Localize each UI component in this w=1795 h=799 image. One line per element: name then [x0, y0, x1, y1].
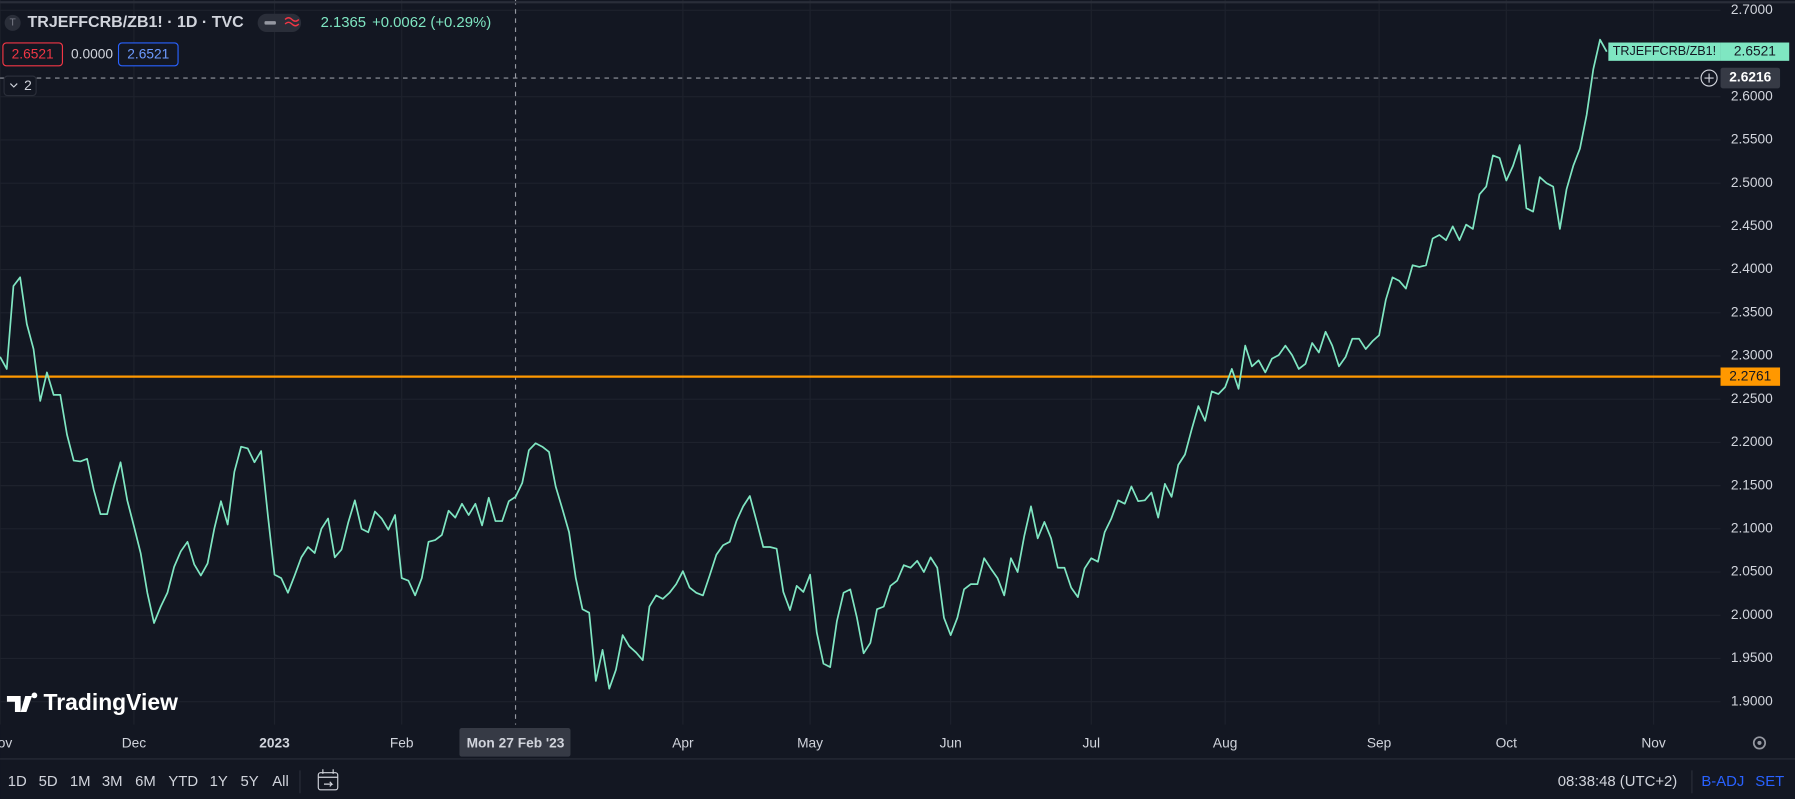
grid — [0, 0, 1721, 725]
input-value: 2.6521 — [12, 47, 54, 62]
price-line-label: 2.2761 — [1729, 368, 1771, 383]
series-line — [0, 38, 1608, 690]
x-tick-label: Aug — [1213, 736, 1237, 751]
crosshair-date-box — [459, 728, 571, 757]
range-button[interactable]: All — [272, 774, 289, 790]
range-buttons: 1D 5D 1M 3M 6M YTD 1Y 5Y All — [8, 774, 289, 790]
y-tick-label: 2.0500 — [1731, 564, 1773, 579]
input-value: 2.6521 — [127, 47, 169, 62]
x-tick-label: Jun — [940, 736, 962, 751]
y-tick-label: 2.3000 — [1731, 348, 1773, 363]
y-tick-label: 1.9000 — [1731, 693, 1773, 708]
toggle-icon — [284, 17, 300, 27]
date-range-icon[interactable] — [317, 772, 339, 791]
crosshair-date-label: Mon 27 Feb '23 — [467, 736, 565, 751]
plot — [0, 0, 1721, 725]
collapse-button[interactable] — [3, 75, 37, 97]
input-box[interactable] — [117, 42, 179, 67]
range-button[interactable]: 1Y — [210, 774, 228, 790]
price: 2.1365 — [321, 15, 367, 31]
range-button[interactable]: 6M — [135, 774, 156, 790]
series-name-tag — [1608, 42, 1721, 61]
range-button[interactable]: 1M — [70, 774, 91, 790]
x-tick-label: Feb — [390, 736, 414, 751]
series-name-label: TRJEFFCRB/ZB1! — [1613, 44, 1716, 58]
axis-settings-icon-dot — [1757, 740, 1762, 745]
y-tick-label: 2.3500 — [1731, 304, 1773, 319]
y-tick-label: 2.5000 — [1731, 175, 1773, 190]
toggle-icon — [264, 21, 276, 25]
last-price-tag — [1720, 42, 1790, 61]
x-tick-label: May — [797, 736, 823, 751]
x-tick-label: Nov — [1641, 736, 1666, 751]
range-button[interactable]: YTD — [168, 774, 198, 790]
axis-settings-icon[interactable] — [1752, 736, 1767, 750]
add-alert-icon — [1704, 73, 1714, 83]
y-tick-label: 2.1500 — [1731, 477, 1773, 492]
y-tick-label: 2.2000 — [1731, 434, 1773, 449]
price-change: +0.0062 (+0.29%) — [372, 15, 491, 31]
y-tick-label: 2.0000 — [1731, 607, 1773, 622]
y-tick-label: 2.7000 — [1731, 2, 1773, 17]
x-tick-label: Oct — [1496, 736, 1518, 751]
x-tick-label: Dec — [122, 736, 147, 751]
brand-icon — [6, 692, 38, 713]
last-price-label: 2.6521 — [1734, 43, 1776, 58]
range-button[interactable]: 1D — [8, 774, 27, 790]
settings-button[interactable]: SET — [1755, 774, 1784, 790]
x-tick-label: 2023 — [259, 736, 290, 751]
y-tick-label: 2.6000 — [1731, 88, 1773, 103]
x-tick-label: Nov — [0, 736, 12, 751]
input-value: 0.0000 — [71, 47, 113, 62]
clock: 08:38:48 (UTC+2) — [1558, 774, 1678, 790]
input-box[interactable] — [2, 42, 64, 67]
y-tick-label: 2.4500 — [1731, 218, 1773, 233]
symbol-title[interactable]: TRJEFFCRB/ZB1! · 1D · TVC — [28, 13, 245, 31]
date-range-icon-detail — [318, 769, 338, 787]
range-button[interactable]: 5D — [39, 774, 58, 790]
chevron-icon — [9, 83, 18, 88]
brand-text: TradingView — [44, 689, 179, 715]
x-tick-label: Jul — [1082, 736, 1100, 751]
y-tick-label: 2.5500 — [1731, 132, 1773, 147]
symbol-logo-letter: T — [9, 18, 16, 29]
visibility-toggle[interactable] — [257, 13, 302, 33]
collapse-count: 2 — [24, 78, 32, 93]
y-tick-label: 2.2500 — [1731, 391, 1773, 406]
crosshair-price-box — [1720, 67, 1781, 89]
x-tick-label: Apr — [672, 736, 694, 751]
range-button[interactable]: 5Y — [240, 774, 258, 790]
adjust-button[interactable]: B-ADJ — [1701, 774, 1744, 790]
range-button[interactable]: 3M — [102, 774, 123, 790]
y-tick-label: 2.4000 — [1731, 261, 1773, 276]
y-tick-label: 1.9500 — [1731, 650, 1773, 665]
x-tick-label: Sep — [1367, 736, 1392, 751]
price-line-tag — [1720, 367, 1781, 386]
symbol-logo — [4, 14, 21, 31]
y-tick-label: 2.1000 — [1731, 520, 1773, 535]
crosshair-price-label: 2.6216 — [1729, 70, 1771, 85]
